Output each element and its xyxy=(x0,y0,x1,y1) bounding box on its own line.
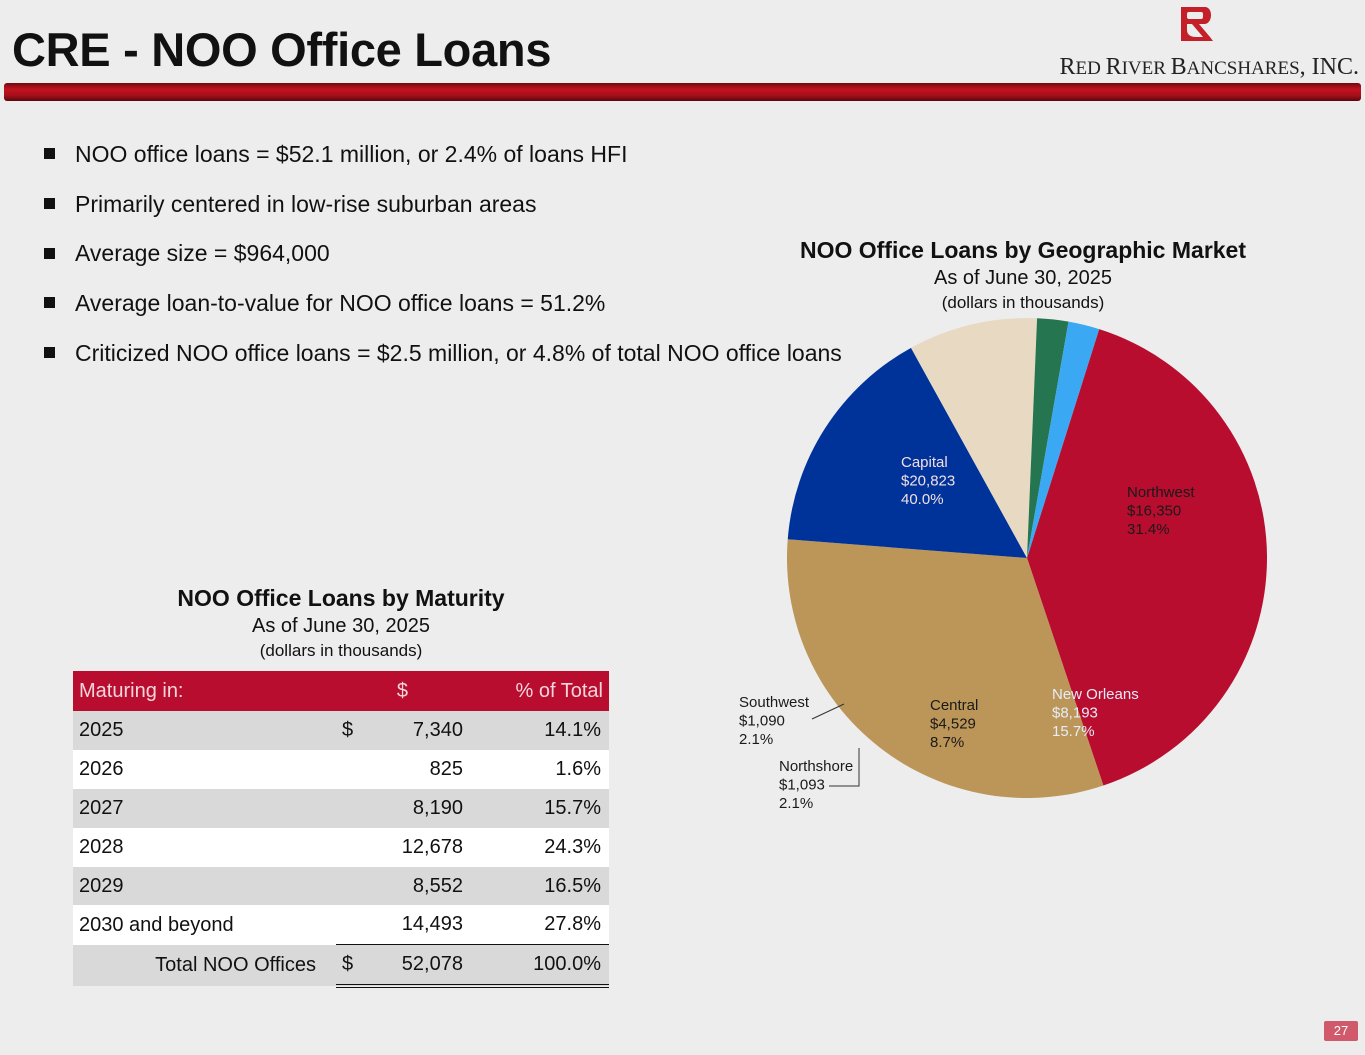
pie-label-northshore: Northshore $1,093 2.1% xyxy=(779,758,853,812)
bullet-list: NOO office loans = $52.1 million, or 2.4… xyxy=(44,140,842,388)
total-currency: $ xyxy=(335,944,366,989)
pie-chart-units: (dollars in thousands) xyxy=(941,293,1105,312)
maturity-table-title: NOO Office Loans by Maturity xyxy=(177,585,505,611)
table-row: 2029 8,552 16.5% xyxy=(73,866,609,906)
pie-slice-capital xyxy=(1027,329,1267,786)
square-bullet-icon xyxy=(44,198,55,210)
page-number: 27 xyxy=(1324,1021,1358,1041)
header-divider xyxy=(4,83,1361,101)
bullet-item: Criticized NOO office loans = $2.5 milli… xyxy=(44,339,842,389)
company-name: RED RIVER BANCSHARES, INC. xyxy=(1059,54,1359,80)
pie-slice-southwest xyxy=(1027,321,1100,558)
maturity-table: Maturing in: $ % of Total 2025 $ 7,340 1… xyxy=(73,671,609,989)
table-row: 2026 825 1.6% xyxy=(73,749,609,789)
maturity-table-header: NOO Office Loans by Maturity As of June … xyxy=(73,585,609,661)
square-bullet-icon xyxy=(44,347,55,359)
column-header-percent: % of Total xyxy=(468,671,609,711)
row-currency xyxy=(335,905,366,945)
row-currency xyxy=(335,866,366,906)
row-percent: 1.6% xyxy=(468,749,609,789)
column-header-amount: $ xyxy=(335,671,469,711)
pie-label-northwest: Northwest $16,350 31.4% xyxy=(1127,484,1195,538)
table-row: 2027 8,190 15.7% xyxy=(73,788,609,828)
table-total-row: Total NOO Offices $ 52,078 100.0% xyxy=(73,944,609,989)
pie-chart-date: As of June 30, 2025 xyxy=(934,267,1112,289)
total-percent: 100.0% xyxy=(468,944,609,989)
row-percent: 24.3% xyxy=(468,827,609,867)
pie-slice-central xyxy=(911,318,1038,558)
row-label: 2027 xyxy=(73,788,336,828)
row-label: 2029 xyxy=(73,866,336,906)
pie-chart-header: NOO Office Loans by Geographic Market As… xyxy=(773,237,1273,313)
row-label: 2028 xyxy=(73,827,336,867)
table-row: 2030 and beyond 14,493 27.8% xyxy=(73,905,609,945)
row-label: 2030 and beyond xyxy=(73,905,336,945)
table-header-row: Maturing in: $ % of Total xyxy=(73,671,609,711)
square-bullet-icon xyxy=(44,148,55,160)
bullet-item: NOO office loans = $52.1 million, or 2.4… xyxy=(44,140,842,190)
pie-slice-northshore xyxy=(1027,318,1069,558)
row-percent: 27.8% xyxy=(468,905,609,945)
row-amount: 14,493 xyxy=(365,905,469,945)
table-row: 2025 $ 7,340 14.1% xyxy=(73,711,609,750)
pie-leader-line-northshore xyxy=(829,748,860,787)
square-bullet-icon xyxy=(44,247,55,259)
maturity-table-date: As of June 30, 2025 xyxy=(252,615,430,637)
pie-label-new-orleans: New Orleans $8,193 15.7% xyxy=(1052,686,1139,740)
company-logo-icon xyxy=(1181,7,1213,41)
row-label: 2026 xyxy=(73,749,336,789)
pie-leader-line-southwest xyxy=(811,703,845,720)
bullet-item: Average loan-to-value for NOO office loa… xyxy=(44,289,842,339)
pie-label-capital: Capital $20,823 40.0% xyxy=(901,454,955,508)
square-bullet-icon xyxy=(44,297,55,309)
total-label: Total NOO Offices xyxy=(73,944,336,987)
row-percent: 14.1% xyxy=(468,711,609,750)
row-amount: 825 xyxy=(365,749,469,789)
table-row: 2028 12,678 24.3% xyxy=(73,827,609,867)
pie-slice-northwest xyxy=(787,539,1104,798)
row-amount: 8,190 xyxy=(365,788,469,828)
pie-chart-title: NOO Office Loans by Geographic Market xyxy=(799,237,1247,263)
row-currency xyxy=(335,749,366,789)
bullet-item: Primarily centered in low-rise suburban … xyxy=(44,190,842,240)
maturity-table-units: (dollars in thousands) xyxy=(259,641,423,660)
row-percent: 15.7% xyxy=(468,788,609,828)
page-title: CRE - NOO Office Loans xyxy=(12,23,552,76)
pie-label-southwest: Southwest $1,090 2.1% xyxy=(739,694,810,748)
row-amount: 8,552 xyxy=(365,866,469,906)
row-currency xyxy=(335,788,366,828)
row-currency xyxy=(335,827,366,867)
total-amount: 52,078 xyxy=(365,944,469,989)
row-amount: 12,678 xyxy=(365,827,469,867)
pie-label-central: Central $4,529 8.7% xyxy=(930,697,978,751)
row-currency: $ xyxy=(335,711,366,750)
row-percent: 16.5% xyxy=(468,866,609,906)
bullet-item: Average size = $964,000 xyxy=(44,239,842,289)
column-header-maturing: Maturing in: xyxy=(73,671,336,711)
row-amount: 7,340 xyxy=(365,711,469,750)
row-label: 2025 xyxy=(73,711,336,750)
